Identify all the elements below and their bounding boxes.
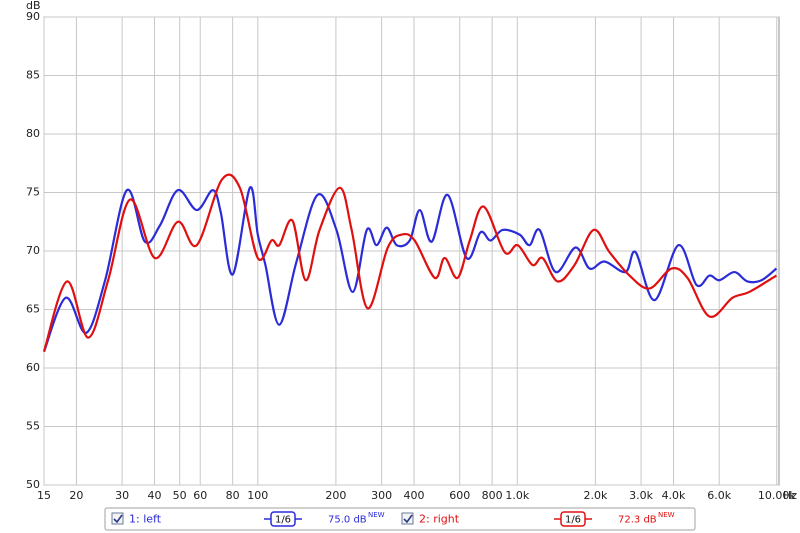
legend-checkbox[interactable]	[401, 512, 414, 525]
y-tick-label: 65	[26, 303, 40, 316]
x-tick-label: 1.0k	[505, 489, 529, 502]
level-label: 75.0 dB	[328, 515, 367, 526]
y-tick-label: 90	[26, 10, 40, 23]
y-axis-label: dB	[26, 0, 41, 12]
y-tick-label: 60	[26, 361, 40, 374]
x-tick-label: 600	[449, 489, 470, 502]
legend-checkbox[interactable]	[111, 512, 124, 525]
series-line	[42, 186, 778, 353]
smoothing-label: 1/6	[565, 515, 581, 526]
x-tick-label: 80	[226, 489, 240, 502]
legend-check	[403, 514, 413, 524]
y-tick-label: 85	[26, 69, 40, 82]
x-tick-label: 300	[371, 489, 392, 502]
y-tick-label: 75	[26, 186, 40, 199]
x-tick-label: 40	[148, 489, 162, 502]
x-tick-label: 400	[404, 489, 425, 502]
level-tag: NEW	[658, 511, 675, 519]
smoothing-button[interactable]	[270, 511, 296, 527]
x-tick-label: 3.0k	[629, 489, 653, 502]
legend-check	[113, 514, 123, 524]
x-tick-label: 50	[173, 489, 187, 502]
smoothing-button[interactable]	[560, 511, 586, 527]
x-tick-label: 100	[247, 489, 268, 502]
y-tick-label: 80	[26, 127, 40, 140]
x-tick-label: 20	[69, 489, 83, 502]
x-tick-label: 200	[325, 489, 346, 502]
level-tag: NEW	[368, 511, 385, 519]
legend-label: 1: left	[129, 513, 162, 526]
x-tick-label: 4.0k	[662, 489, 686, 502]
x-tick-label: 10.00k	[758, 489, 796, 502]
x-tick-label: 800	[482, 489, 503, 502]
smoothing-label: 1/6	[275, 515, 291, 526]
y-tick-label: 70	[26, 244, 40, 257]
x-tick-label: 6.0k	[707, 489, 731, 502]
x-tick-label: 30	[115, 489, 129, 502]
legend	[104, 507, 696, 531]
series-line	[42, 173, 777, 352]
y-tick-label: 55	[26, 420, 40, 433]
level-label: 72.3 dB	[618, 515, 657, 526]
y-tick-label: 50	[26, 478, 40, 491]
legend-label: 2: right	[419, 513, 460, 526]
x-tick-label: 15	[37, 489, 51, 502]
x-tick-label: 2.0k	[583, 489, 607, 502]
x-tick-label: 60	[193, 489, 207, 502]
x-axis-label: Hz	[783, 489, 797, 502]
